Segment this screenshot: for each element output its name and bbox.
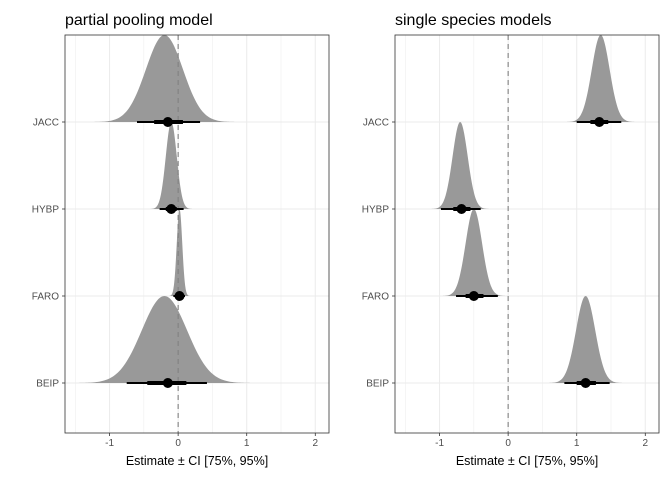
y-tick-labels: JACC HYBP FARO BEIP [362,118,395,390]
density-hybp [149,122,194,209]
density-hybp [429,122,491,209]
median-point-jacc [594,117,605,127]
y-tick-label-jacc: JACC [33,118,59,129]
y-tick-label-hybp: HYBP [362,205,390,216]
x-tick-label: 1 [574,438,580,449]
x-tick-labels: -1 0 1 2 [105,433,319,449]
x-tick-label: 1 [244,438,250,449]
y-tick-label-hybp: HYBP [32,205,60,216]
panel-title: single species models [395,12,552,29]
x-tick-label: 2 [313,438,319,449]
x-tick-labels: -1 0 1 2 [435,433,649,449]
y-tick-label-faro: FARO [362,292,389,303]
density-beip [547,296,625,383]
x-tick-label: -1 [105,438,114,449]
density-layer [429,35,637,383]
y-tick-labels: JACC HYBP FARO BEIP [32,118,65,390]
density-faro [168,209,191,296]
density-faro [440,209,507,296]
density-jacc [565,35,637,122]
x-tick-label: -1 [435,438,444,449]
density-layer [73,35,255,383]
median-point-faro [174,291,185,301]
median-point-beip [580,378,591,388]
plot-border [64,34,330,434]
interval-layer [440,117,622,388]
panel-single-species: single species models JACC HYBP FARO BEIP -… [362,12,660,468]
median-point-jacc [162,117,173,127]
x-tick-label: 0 [175,438,181,449]
median-point-hybp [166,204,177,214]
plot-background [395,35,659,433]
panel-title: partial pooling model [65,12,213,29]
x-axis-title: Estimate ± CI [75%, 95%] [126,454,268,468]
x-tick-label: 2 [643,438,649,449]
panel-partial-pooling: partial pooling model JACC HYBP FARO BEIP -… [32,12,330,468]
median-point-beip [162,378,173,388]
y-tick-label-faro: FARO [32,292,59,303]
y-tick-label-beip: BEIP [366,379,389,390]
interval-layer [126,117,207,388]
plot-border [394,34,660,434]
x-axis-title: Estimate ± CI [75%, 95%] [456,454,598,468]
y-tick-label-beip: BEIP [36,379,59,390]
x-tick-label: 0 [505,438,511,449]
density-jacc [90,35,239,122]
median-point-hybp [456,204,467,214]
median-point-faro [468,291,479,301]
y-tick-label-jacc: JACC [363,118,389,129]
density-beip [73,296,255,383]
